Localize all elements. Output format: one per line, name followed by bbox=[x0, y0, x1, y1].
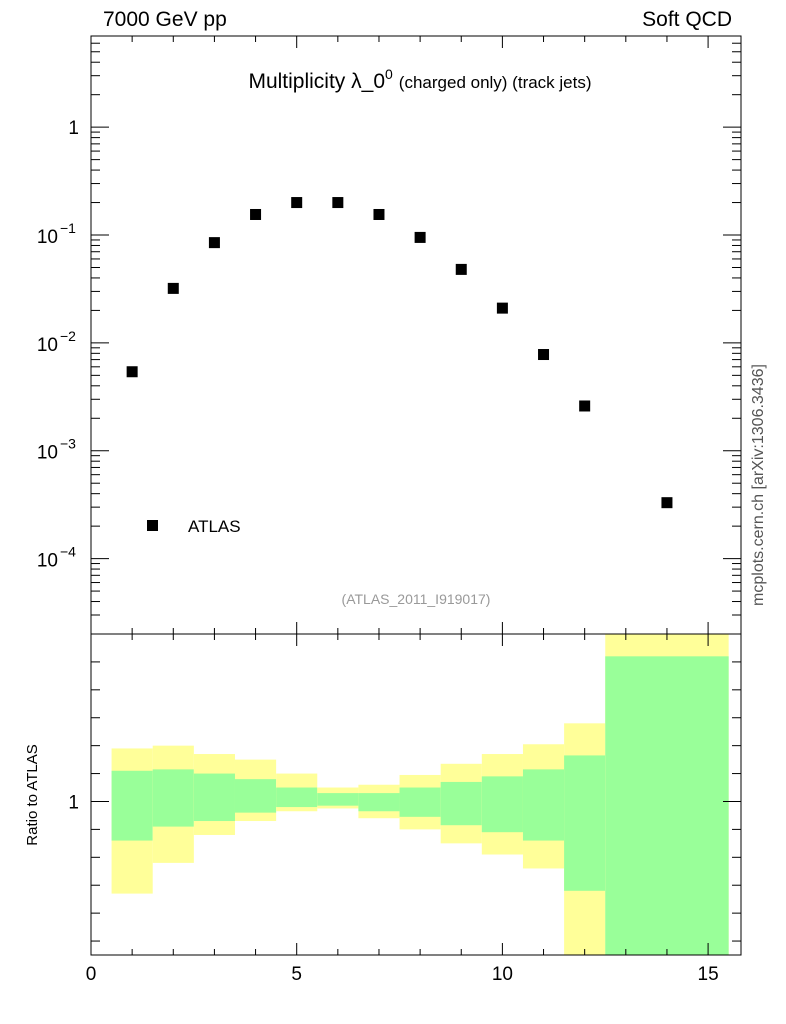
ratio-band-inner-6 bbox=[358, 793, 400, 812]
xtick-label-10: 10 bbox=[492, 964, 513, 985]
data-point-7 bbox=[414, 231, 426, 243]
reference-label: (ATLAS_2011_I919017) bbox=[342, 591, 491, 607]
ytick-exponent-2: −2 bbox=[60, 328, 76, 344]
ytick-label-0: 1 bbox=[68, 118, 79, 139]
data-point-1 bbox=[167, 282, 179, 294]
ratio-band-inner-8 bbox=[440, 781, 482, 826]
ratio-band-inner-3 bbox=[234, 779, 277, 813]
ratio-band-inner-1 bbox=[152, 769, 194, 827]
header-left: 7000 GeV pp bbox=[103, 8, 227, 31]
xtick-label-5: 5 bbox=[291, 964, 302, 985]
ytick-exponent-3: −3 bbox=[60, 436, 76, 452]
data-point-9 bbox=[496, 302, 508, 314]
legend: ATLAS bbox=[147, 517, 241, 536]
xtick-label-0: 0 bbox=[86, 964, 97, 985]
data-point-2 bbox=[208, 237, 220, 249]
ratio-ytick-label-0: 1 bbox=[68, 792, 79, 813]
legend-label: ATLAS bbox=[188, 517, 241, 536]
ratio-axes: 0 5 10 15 1 bbox=[68, 633, 742, 985]
ytick-label-4: 10 bbox=[37, 551, 58, 572]
ratio-band-inner-2 bbox=[193, 773, 235, 822]
data-point-10 bbox=[538, 349, 550, 361]
xtick-label-15: 15 bbox=[698, 964, 719, 985]
title-main: Multiplicity λ_0 bbox=[248, 70, 385, 93]
ratio-band-inner-0 bbox=[111, 770, 153, 841]
data-markers bbox=[126, 197, 673, 509]
title-subtitle: (charged only) (track jets) bbox=[399, 73, 592, 92]
side-watermark: mcplots.cern.ch [arXiv:1306.3436] bbox=[750, 364, 767, 606]
header-right: Soft QCD bbox=[642, 8, 732, 31]
legend-marker bbox=[147, 520, 158, 531]
ratio-band-inner-4 bbox=[276, 787, 318, 808]
data-point-3 bbox=[250, 208, 262, 220]
ratio-plot-frame bbox=[90, 633, 742, 956]
ratio-bands bbox=[111, 634, 729, 955]
ratio-band-inner-12 bbox=[605, 656, 729, 955]
ratio-band-inner-5 bbox=[317, 793, 359, 806]
title-superscript: 0 bbox=[385, 66, 393, 82]
data-point-12 bbox=[661, 497, 673, 509]
data-point-11 bbox=[579, 400, 591, 412]
data-point-0 bbox=[126, 366, 138, 378]
ytick-label-1: 10 bbox=[37, 227, 58, 248]
ytick-label-3: 10 bbox=[37, 443, 58, 464]
data-point-5 bbox=[332, 197, 344, 209]
ytick-exponent-1: −1 bbox=[60, 220, 76, 236]
main-axes: 110−110−210−310−4 bbox=[37, 35, 742, 635]
data-point-8 bbox=[455, 263, 467, 275]
data-point-4 bbox=[291, 197, 303, 209]
ratio-band-inner-7 bbox=[399, 787, 441, 817]
ratio-band-inner-10 bbox=[522, 769, 565, 841]
ratio-ylabel: Ratio to ATLAS bbox=[24, 744, 41, 845]
main-plot-frame bbox=[90, 35, 742, 635]
ratio-band-inner-11 bbox=[564, 755, 606, 891]
chart-title: Multiplicity λ_00 (charged only) (track j… bbox=[248, 66, 591, 93]
ytick-label-2: 10 bbox=[37, 335, 58, 356]
ytick-exponent-4: −4 bbox=[60, 544, 76, 560]
data-point-6 bbox=[373, 208, 385, 220]
ratio-band-inner-9 bbox=[481, 776, 523, 833]
